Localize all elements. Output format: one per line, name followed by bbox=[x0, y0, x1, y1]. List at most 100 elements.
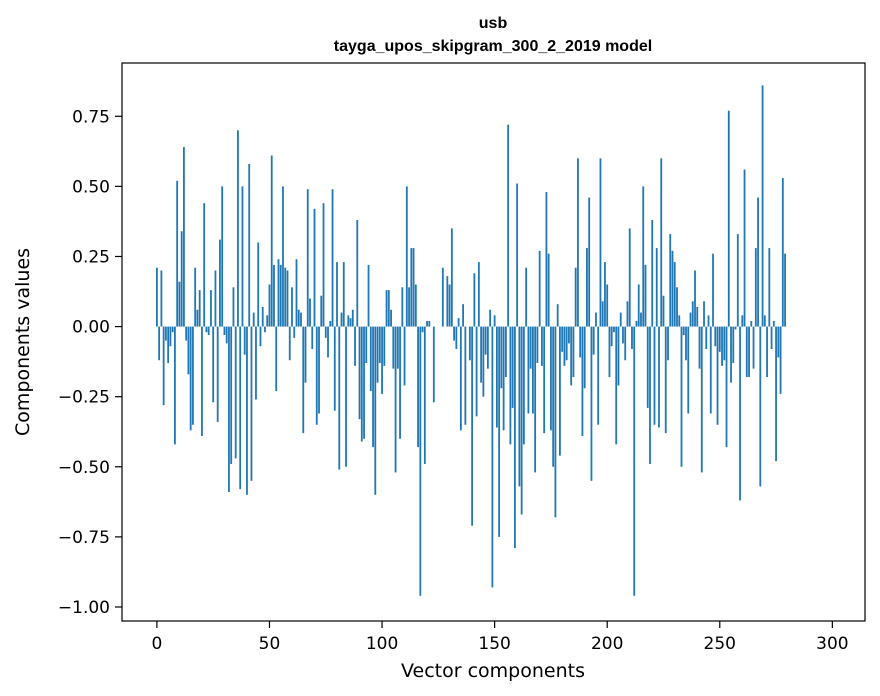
bar-57 bbox=[284, 267, 287, 327]
bar-102 bbox=[385, 290, 388, 327]
bar-141 bbox=[473, 273, 476, 327]
bar-259 bbox=[739, 326, 741, 501]
bar-162 bbox=[520, 326, 523, 515]
bars-group bbox=[156, 85, 786, 596]
bar-27 bbox=[216, 326, 219, 422]
bar-92 bbox=[363, 326, 365, 439]
bar-174 bbox=[547, 253, 550, 327]
bar-52 bbox=[273, 264, 275, 327]
bar-256 bbox=[732, 326, 735, 364]
x-tick-label: 150 bbox=[478, 634, 510, 654]
bar-89 bbox=[356, 220, 359, 327]
bar-13 bbox=[185, 326, 188, 341]
bar-258 bbox=[736, 234, 739, 327]
bar-43 bbox=[252, 312, 255, 327]
chart-title: usb bbox=[479, 15, 508, 32]
bar-67 bbox=[306, 189, 309, 327]
bar-63 bbox=[297, 309, 300, 327]
bar-35 bbox=[234, 326, 237, 459]
bar-9 bbox=[176, 180, 179, 327]
bar-73 bbox=[320, 295, 323, 327]
bar-5 bbox=[167, 326, 170, 364]
bar-1 bbox=[158, 326, 161, 361]
bar-17 bbox=[194, 267, 197, 327]
bar-251 bbox=[721, 326, 723, 366]
bar-68 bbox=[309, 298, 311, 327]
bar-11 bbox=[180, 231, 183, 327]
bar-225 bbox=[662, 295, 665, 327]
bar-252 bbox=[723, 326, 726, 361]
bar-187 bbox=[577, 158, 579, 327]
bar-224 bbox=[660, 158, 663, 327]
bar-41 bbox=[248, 163, 251, 327]
bar-158 bbox=[511, 326, 514, 408]
bar-157 bbox=[509, 326, 512, 445]
bar-140 bbox=[471, 326, 474, 526]
bar-261 bbox=[743, 169, 746, 327]
bar-255 bbox=[730, 326, 732, 383]
bar-210 bbox=[628, 228, 631, 327]
bar-147 bbox=[486, 326, 489, 369]
bar-182 bbox=[565, 326, 568, 361]
bar-277 bbox=[779, 326, 782, 394]
bar-53 bbox=[275, 326, 278, 392]
bar-47 bbox=[261, 306, 264, 327]
bar-94 bbox=[367, 264, 370, 327]
bar-183 bbox=[568, 326, 570, 344]
bar-2 bbox=[160, 270, 163, 327]
bar-250 bbox=[718, 326, 721, 352]
bar-167 bbox=[532, 326, 534, 414]
bar-54 bbox=[277, 259, 280, 327]
x-tick-label: 50 bbox=[259, 634, 281, 654]
bar-180 bbox=[561, 326, 564, 352]
x-axis-ticks: 0 50 100 150 200 250 300 bbox=[151, 621, 849, 654]
bar-160 bbox=[516, 183, 519, 327]
bar-111 bbox=[405, 186, 408, 327]
bar-133 bbox=[455, 326, 458, 350]
bar-172 bbox=[543, 326, 546, 434]
bar-228 bbox=[669, 234, 672, 327]
bar-31 bbox=[225, 326, 228, 344]
bar-264 bbox=[750, 320, 753, 327]
bar-139 bbox=[468, 326, 471, 361]
bar-121 bbox=[428, 320, 431, 327]
bar-260 bbox=[741, 315, 744, 327]
bar-108 bbox=[399, 326, 401, 439]
chart-subtitle: tayga_upos_skipgram_300_2_2019 model bbox=[334, 38, 652, 55]
bar-60 bbox=[291, 287, 293, 327]
bar-220 bbox=[651, 220, 654, 327]
y-tick-label: 0.50 bbox=[72, 177, 110, 197]
bar-70 bbox=[313, 208, 316, 327]
bar-254 bbox=[727, 110, 730, 327]
y-axis-label: Components values bbox=[12, 248, 34, 436]
bar-132 bbox=[453, 326, 455, 341]
bar-26 bbox=[214, 270, 217, 327]
x-axis-label: Vector components bbox=[401, 660, 585, 682]
bar-144 bbox=[480, 326, 483, 383]
bar-25 bbox=[212, 326, 215, 403]
bar-204 bbox=[615, 326, 618, 445]
bar-195 bbox=[595, 312, 597, 327]
bar-257 bbox=[734, 326, 737, 330]
bar-248 bbox=[714, 326, 717, 347]
bar-106 bbox=[394, 326, 397, 473]
bar-107 bbox=[396, 326, 399, 369]
bar-48 bbox=[264, 326, 266, 333]
bar-55 bbox=[279, 264, 282, 327]
bar-276 bbox=[777, 326, 780, 358]
bar-173 bbox=[545, 191, 548, 327]
bar-273 bbox=[770, 326, 773, 350]
bar-175 bbox=[550, 326, 552, 431]
bar-176 bbox=[552, 326, 555, 467]
bar-161 bbox=[518, 326, 521, 487]
bar-211 bbox=[631, 326, 633, 350]
bar-271 bbox=[766, 326, 768, 378]
bar-114 bbox=[412, 248, 415, 327]
bar-194 bbox=[592, 326, 595, 355]
bar-110 bbox=[403, 326, 406, 386]
bar-104 bbox=[390, 309, 392, 327]
bar-103 bbox=[387, 290, 390, 327]
bar-150 bbox=[493, 315, 496, 327]
bar-75 bbox=[324, 326, 327, 338]
